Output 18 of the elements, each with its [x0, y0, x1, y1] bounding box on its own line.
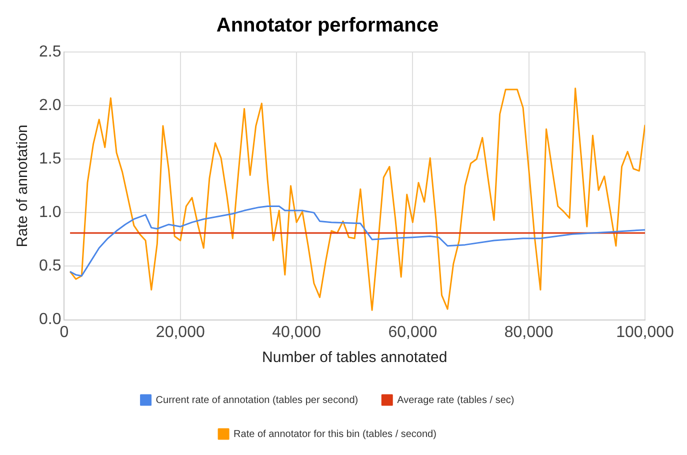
x-axis-title: Number of tables annotated: [262, 349, 448, 366]
x-tick-label: 20,000: [156, 324, 205, 341]
y-axis-title: Rate of annotation: [14, 124, 32, 248]
x-tick-label: 100,000: [616, 324, 674, 341]
chart-title: Annotator performance: [216, 14, 439, 37]
legend-label: Rate of annotator for this bin (tables / second): [234, 428, 436, 440]
x-tick-label: 40,000: [272, 324, 322, 341]
y-tick-label: 0.0: [38, 311, 62, 328]
x-tick-label: 80,000: [504, 324, 554, 341]
y-tick-label: 0.5: [38, 258, 62, 275]
y-tick-label: 1.0: [38, 204, 62, 222]
x-tick-label: 0: [60, 324, 69, 341]
legend-label: Average rate (tables / sec): [397, 394, 514, 406]
legend-label: Current rate of annotation (tables per second): [156, 394, 358, 406]
y-tick-label: 2.0: [38, 96, 62, 114]
x-tick-label: 60,000: [388, 324, 438, 341]
y-tick-label: 1.5: [38, 150, 62, 168]
y-tick-label: 2.5: [38, 43, 62, 60]
